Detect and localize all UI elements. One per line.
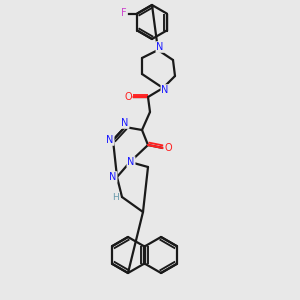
Text: H: H [112,193,119,202]
Text: N: N [161,85,169,95]
Text: O: O [124,92,132,102]
Text: N: N [156,42,164,52]
Text: N: N [121,118,129,128]
Text: N: N [109,172,117,182]
Text: F: F [122,8,127,19]
Text: O: O [164,143,172,153]
Text: N: N [106,135,114,145]
Text: N: N [127,157,135,167]
